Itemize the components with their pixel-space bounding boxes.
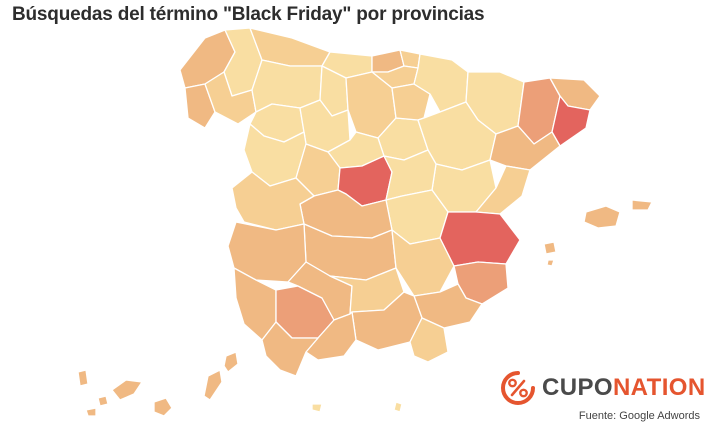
island-ibiza — [543, 241, 557, 255]
island-menorca — [631, 199, 653, 211]
island-fuerteventura — [203, 369, 223, 401]
island-tenerife — [111, 379, 143, 401]
province-cadiz — [261, 321, 319, 377]
island-el-hierro — [85, 407, 97, 417]
province-caceres — [231, 171, 315, 231]
province-pontevedra — [184, 83, 216, 129]
island-lanzarote — [223, 351, 239, 373]
island-formentera — [546, 259, 555, 267]
island-mallorca — [583, 205, 621, 229]
province-almeria — [409, 317, 449, 363]
province-albacete — [391, 229, 455, 297]
percent-badge-icon — [501, 371, 535, 405]
brand-name: CUPONATION — [542, 376, 706, 400]
island-gran-canaria — [153, 397, 173, 417]
source-note: Fuente: Google Adwords — [578, 410, 700, 422]
map-title: Búsquedas del término "Black Friday" por… — [12, 4, 485, 25]
melilla — [393, 401, 403, 413]
island-la-palma — [77, 369, 89, 387]
ceuta — [311, 403, 323, 413]
province-tarragona — [489, 125, 561, 171]
province-malaga — [305, 311, 357, 361]
island-la-gomera — [97, 395, 109, 407]
brand-name-part-1: CUPO — [542, 374, 613, 401]
brand-name-part-2: NATION — [612, 374, 706, 401]
cuponation-brand: CUPONATION — [500, 370, 706, 406]
province-valencia — [439, 211, 521, 267]
